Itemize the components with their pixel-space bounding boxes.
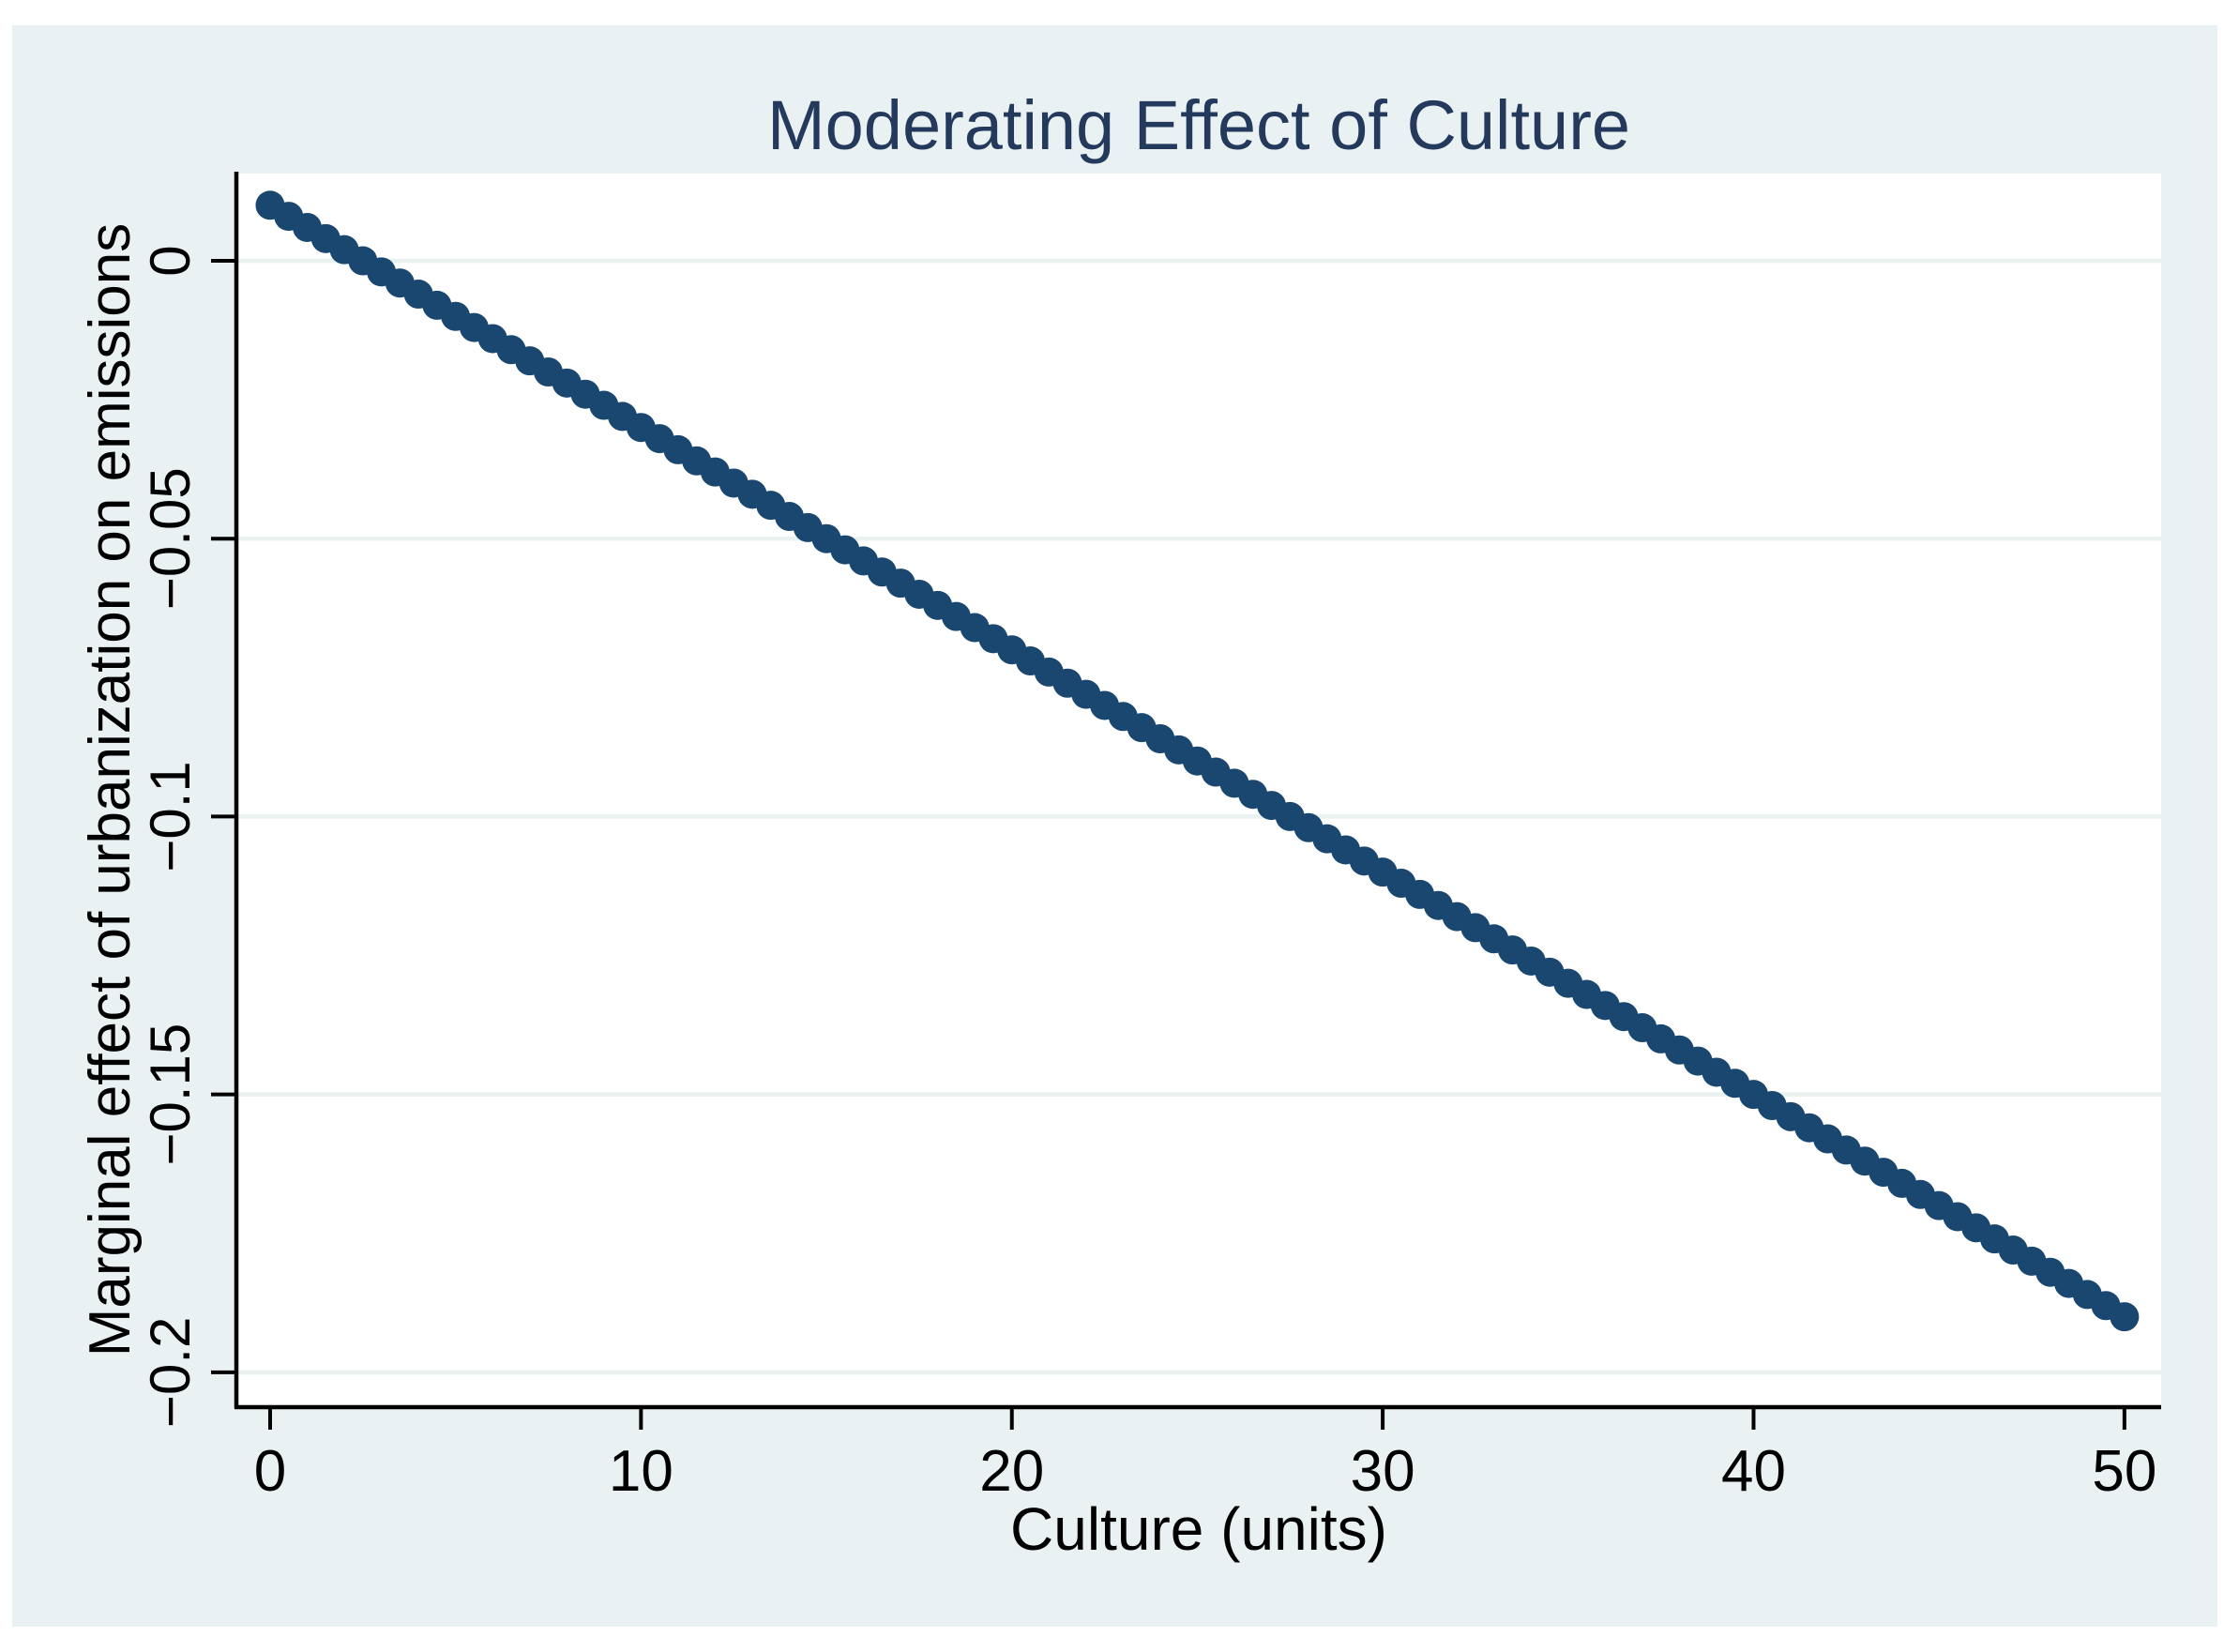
y-axis-ticks — [211, 259, 236, 1374]
data-dots — [255, 190, 2140, 1332]
x-tick-label: 0 — [254, 1439, 286, 1504]
y-tick-label: −0.05 — [139, 467, 202, 610]
chart-title: Moderating Effect of Culture — [767, 86, 1630, 164]
y-tick-label: −0.1 — [139, 761, 202, 871]
x-tick-label: 10 — [609, 1439, 673, 1504]
y-tick-label: −0.2 — [139, 1317, 202, 1428]
data-point — [2110, 1302, 2140, 1332]
x-axis-title: Culture (units) — [1010, 1495, 1387, 1563]
x-tick-label: 40 — [1721, 1439, 1786, 1504]
x-tick-label: 50 — [2092, 1439, 2156, 1504]
x-tick-label: 30 — [1351, 1439, 1415, 1504]
y-axis-tick-labels: 0 −0.05 −0.1 −0.15 −0.2 — [139, 245, 202, 1428]
x-axis-ticks — [267, 1407, 2126, 1430]
gridlines — [236, 258, 2161, 1375]
y-axis-title: Marginal effect of urbanization on emiss… — [78, 223, 143, 1357]
y-tick-label: −0.15 — [139, 1023, 202, 1166]
x-axis-tick-labels: 0 10 20 30 40 50 — [254, 1439, 2157, 1504]
x-tick-label: 20 — [979, 1439, 1044, 1504]
y-tick-label: 0 — [139, 245, 202, 276]
